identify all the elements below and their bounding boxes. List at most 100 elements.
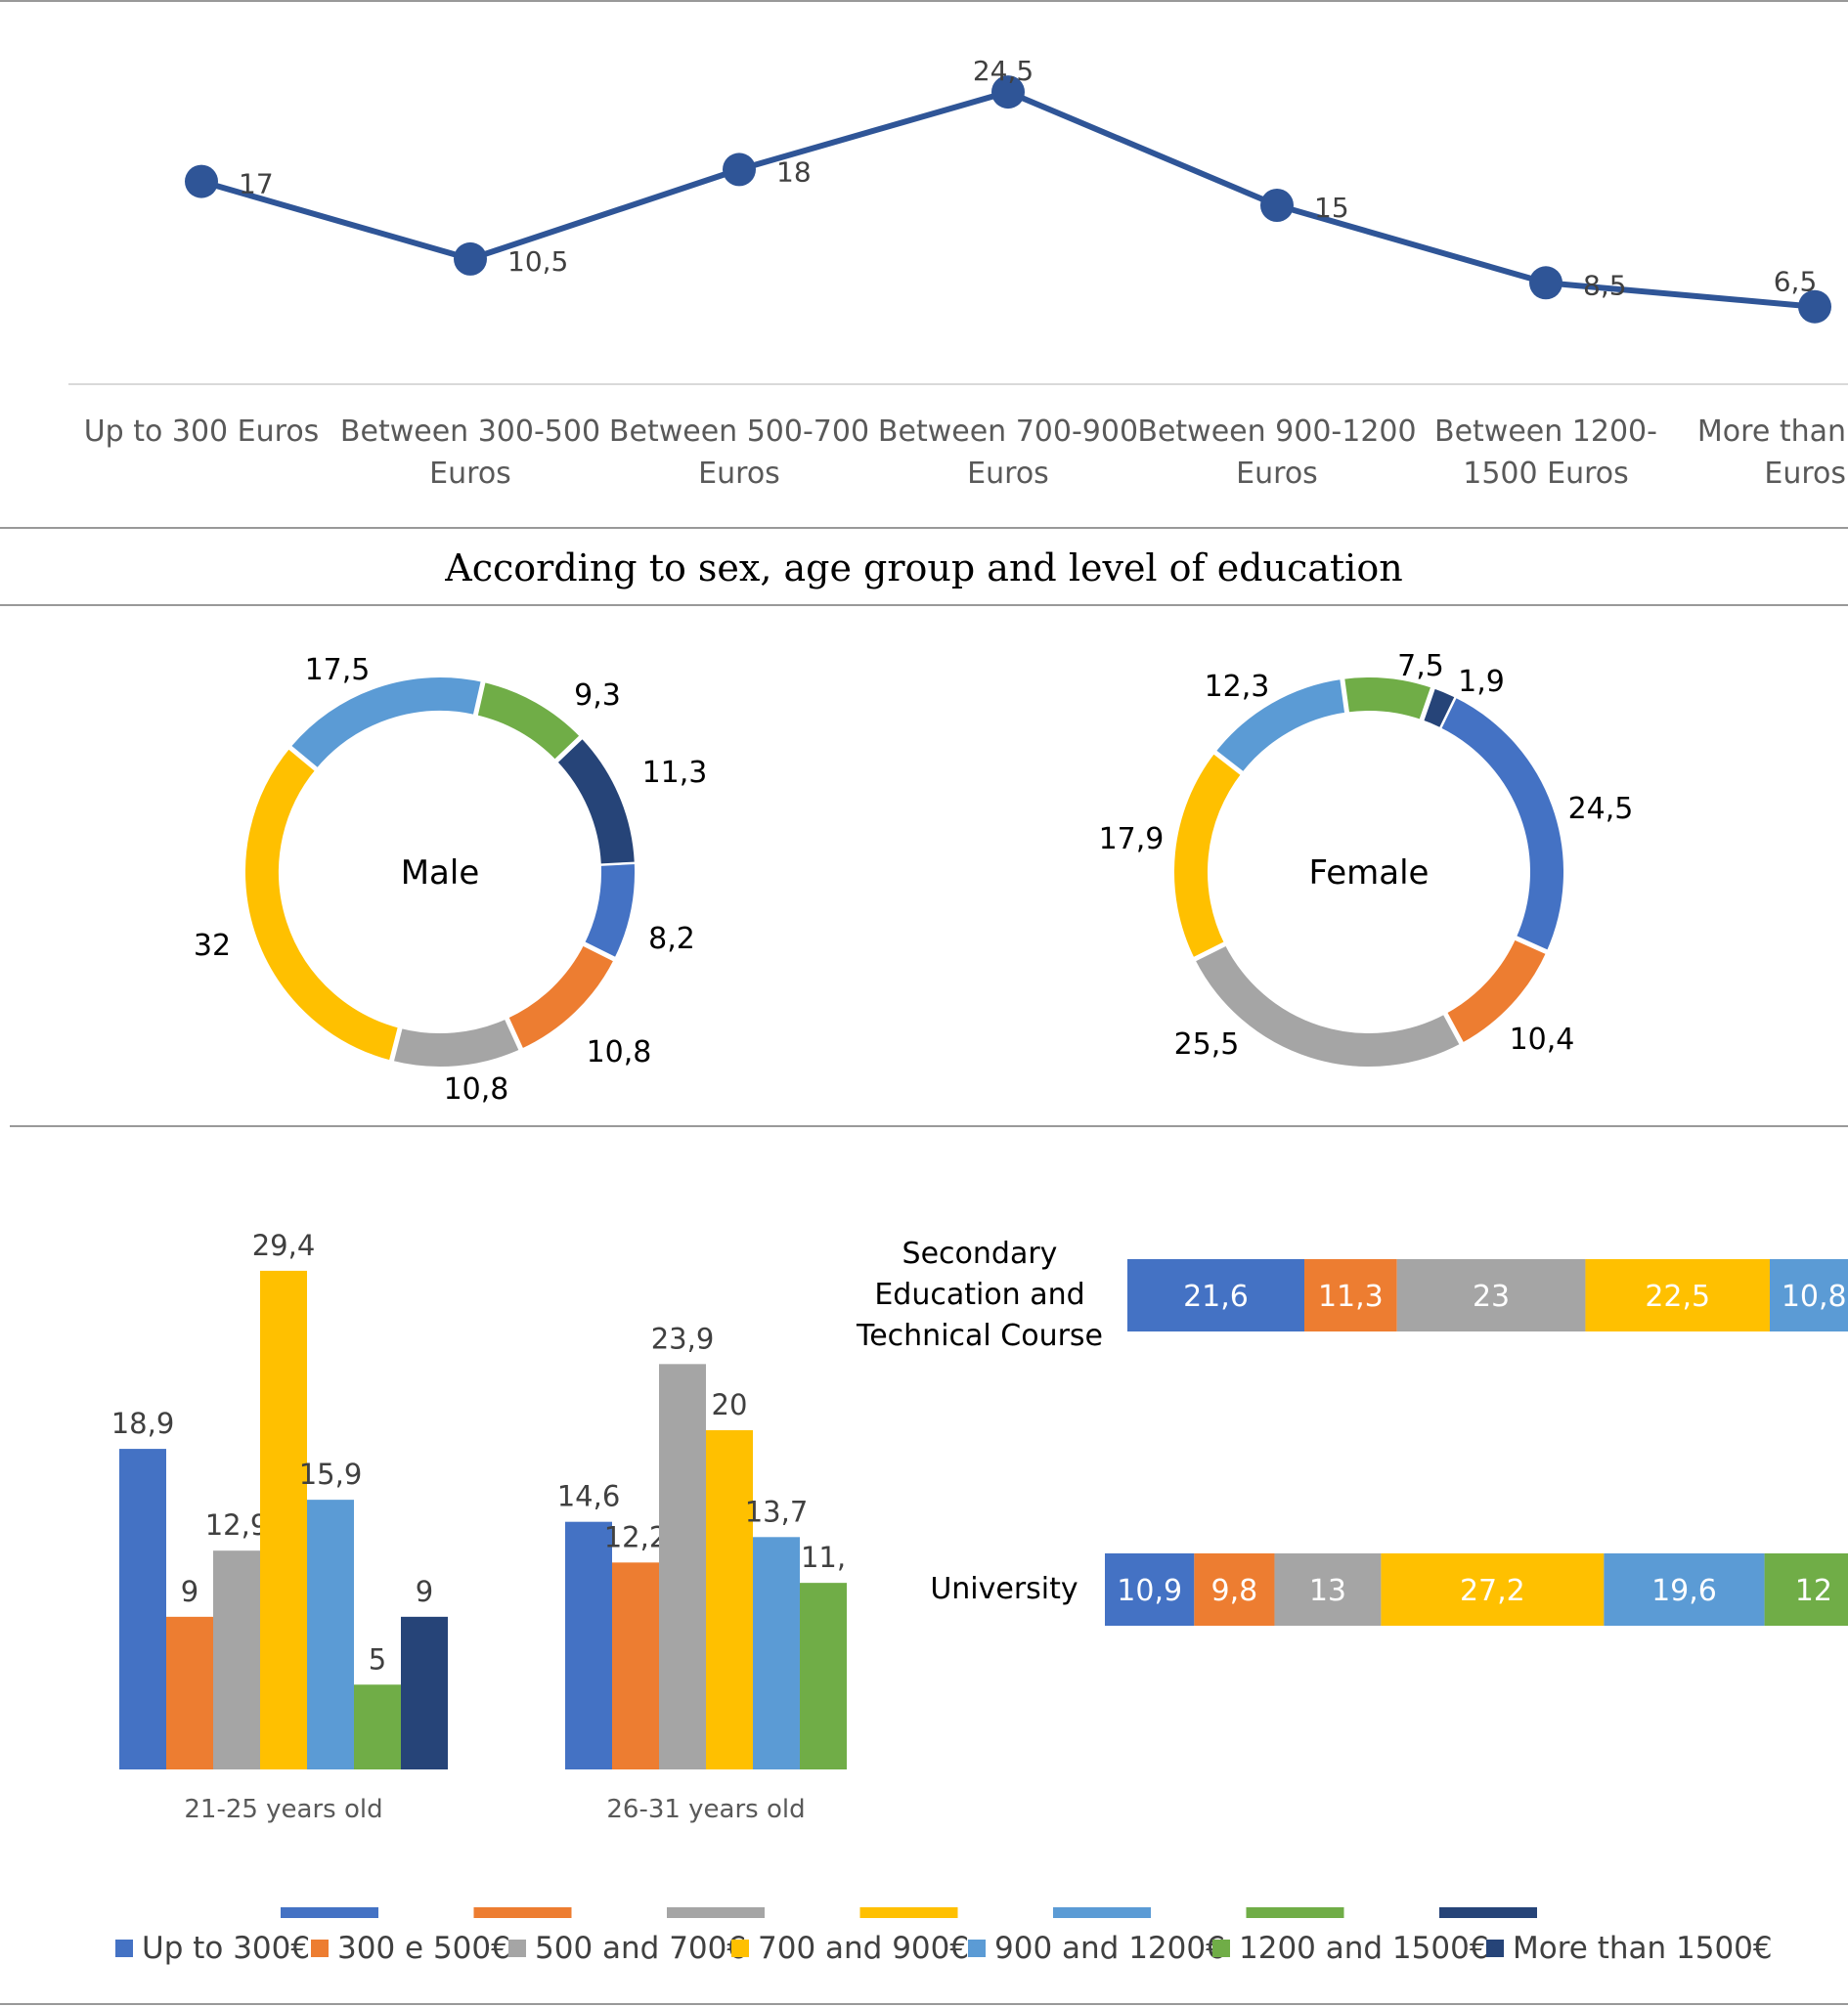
age-data-label: 5 xyxy=(369,1642,386,1676)
education-category-label: Technical Course xyxy=(856,1319,1103,1353)
income-data-label: 15 xyxy=(1314,192,1349,224)
income-point xyxy=(723,153,756,186)
donut-segment xyxy=(479,698,568,749)
income-point xyxy=(1529,266,1562,299)
age-data-label: 14,6 xyxy=(557,1480,621,1513)
age-data-label: 18,9 xyxy=(111,1407,175,1440)
age-bar xyxy=(706,1430,753,1769)
donut-center-label: Male xyxy=(401,853,480,893)
education-data-label: 22,5 xyxy=(1645,1280,1710,1314)
legend-swatch xyxy=(1486,1940,1504,1957)
donut-data-label: 10,4 xyxy=(1510,1023,1575,1057)
education-category-label: Secondary xyxy=(902,1237,1058,1271)
education-data-label: 9,8 xyxy=(1211,1574,1258,1608)
age-bar xyxy=(307,1500,354,1769)
donut-segment xyxy=(396,1034,514,1050)
age-bar xyxy=(354,1684,401,1769)
legend-item-label: 1200 and 1500€ xyxy=(1239,1931,1489,1966)
age-bar xyxy=(260,1271,307,1769)
donut-data-label: 17,5 xyxy=(305,653,371,687)
age-bar xyxy=(166,1617,213,1769)
education-data-label: 19,6 xyxy=(1651,1574,1717,1608)
age-bar xyxy=(612,1562,659,1769)
income-category-label: Euros xyxy=(698,457,780,491)
donut-data-label: 12,3 xyxy=(1205,670,1270,704)
donut-segment xyxy=(599,862,618,951)
age-data-label: 29,4 xyxy=(252,1229,316,1262)
education-data-label: 23 xyxy=(1473,1280,1510,1314)
income-category-label: More than xyxy=(1697,414,1846,449)
donut-segment xyxy=(1447,712,1547,944)
income-category-label: Euros xyxy=(1236,457,1318,491)
donut-data-label: 8,2 xyxy=(648,922,695,956)
age-category-label: 26-31 years old xyxy=(606,1795,805,1824)
donut-center-label: Female xyxy=(1309,853,1430,893)
income-category-label: Euros xyxy=(967,457,1049,491)
income-point xyxy=(454,242,487,276)
legend-color-bar xyxy=(860,1907,958,1918)
donut-data-label: 32 xyxy=(194,929,231,963)
education-stacked-bar-chart: 21,611,32322,510,85,SecondaryEducation a… xyxy=(856,1237,1848,1626)
education-data-label: 21,6 xyxy=(1183,1280,1249,1314)
education-data-label: 11,3 xyxy=(1318,1280,1384,1314)
legend-item-label: 900 and 1200€ xyxy=(994,1931,1225,1966)
income-category-label: Between 700-900 xyxy=(878,414,1138,449)
age-bar xyxy=(119,1449,166,1769)
legend-color-bar xyxy=(1439,1907,1537,1918)
income-data-label: 6,5 xyxy=(1774,266,1818,298)
donut-segment xyxy=(303,694,479,759)
age-bar xyxy=(213,1550,260,1769)
age-data-label: 11, xyxy=(801,1541,846,1574)
age-bar xyxy=(753,1537,800,1769)
age-data-label: 20 xyxy=(712,1388,748,1421)
donut-segment xyxy=(1453,945,1531,1029)
legend-swatch xyxy=(731,1940,749,1957)
age-bar xyxy=(659,1364,706,1769)
donut-segment xyxy=(514,951,599,1033)
legend-swatch xyxy=(968,1940,986,1957)
male-donut-chart: 8,2 10,8 10,8 32 17,5 9,3 11,3 Male xyxy=(194,653,707,1107)
age-data-label: 12,2 xyxy=(604,1520,668,1553)
income-data-label: 17 xyxy=(239,168,274,200)
legend-item-label: Up to 300€ xyxy=(142,1931,310,1966)
donut-data-label: 17,9 xyxy=(1099,822,1165,856)
donut-segment xyxy=(1210,951,1453,1050)
income-category-label: Euros xyxy=(429,457,511,491)
donut-data-label: 1,9 xyxy=(1458,665,1505,699)
education-category-label: Education and xyxy=(874,1278,1084,1312)
income-category-label: Between 1200- xyxy=(1434,414,1657,449)
income-category-label: Euros xyxy=(1764,457,1846,491)
income-data-label: 24,5 xyxy=(973,55,1034,87)
donut-data-label: 24,5 xyxy=(1568,792,1634,826)
age-data-label: 13,7 xyxy=(745,1495,809,1528)
donut-segment xyxy=(1344,694,1428,704)
legend-swatch xyxy=(508,1940,526,1957)
legend-color-bar xyxy=(281,1907,378,1918)
donut-segment xyxy=(262,759,396,1045)
donut-data-label: 10,8 xyxy=(587,1035,652,1069)
education-data-label: 13 xyxy=(1309,1574,1346,1608)
age-data-label: 9 xyxy=(181,1575,198,1608)
legend-swatch xyxy=(115,1940,133,1957)
age-bar xyxy=(401,1617,448,1769)
donut-segment xyxy=(569,749,618,862)
education-data-label: 27,2 xyxy=(1460,1574,1525,1608)
income-data-label: 18 xyxy=(776,155,812,188)
income-data-label: 10,5 xyxy=(507,245,568,278)
education-category-label: University xyxy=(930,1572,1078,1606)
legend-item-label: 700 and 900€ xyxy=(758,1931,969,1966)
legend-item-label: 500 and 700€ xyxy=(535,1931,746,1966)
legend-swatch xyxy=(1212,1940,1230,1957)
education-data-label: 12 xyxy=(1795,1574,1832,1608)
legend-color-bar xyxy=(1247,1907,1344,1918)
age-category-label: 21-25 years old xyxy=(184,1795,382,1824)
legend-item-label: More than 1500€ xyxy=(1513,1931,1773,1966)
income-category-label: Between 500-700 xyxy=(609,414,869,449)
age-bar xyxy=(565,1522,612,1769)
donut-data-label: 11,3 xyxy=(642,756,708,790)
education-data-label: 10,8 xyxy=(1782,1280,1847,1314)
income-point xyxy=(1260,189,1294,222)
donut-data-label: 10,8 xyxy=(444,1072,509,1107)
education-data-label: 10,9 xyxy=(1117,1574,1182,1608)
